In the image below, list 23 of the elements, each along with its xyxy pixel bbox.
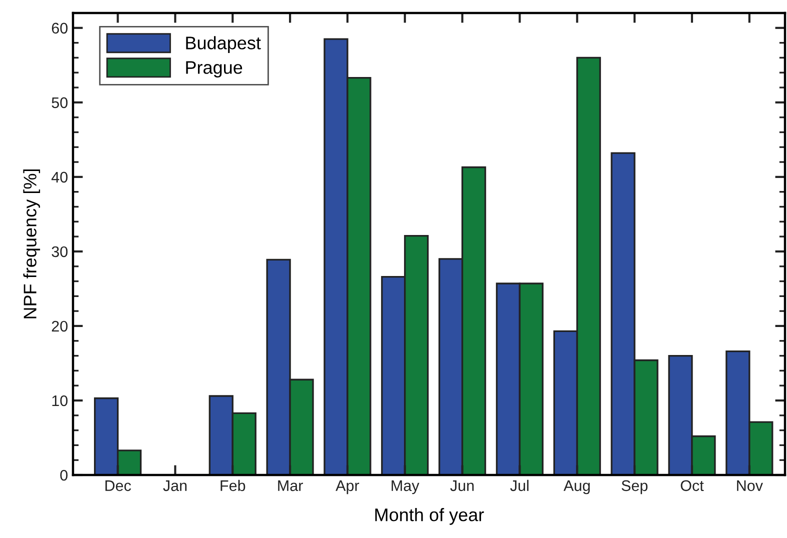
legend-label: Budapest (186, 36, 261, 53)
x-tick-label: Aug (564, 480, 590, 494)
y-tick-label: 60 (52, 22, 68, 34)
x-tick-label: May (392, 480, 420, 494)
y-tick-label: 50 (52, 97, 68, 108)
x-tick-label: Dec (105, 480, 131, 492)
x-tick-label: Jul (510, 480, 528, 492)
y-tick-label: 30 (52, 246, 68, 258)
x-tick-label: Sep (622, 480, 648, 494)
x-axis-title: Month of year (375, 508, 484, 525)
y-tick-label: 10 (52, 395, 68, 406)
x-tick-label: Jun (450, 480, 474, 492)
y-tick-label: 40 (52, 172, 68, 183)
x-tick-label: Nov (737, 480, 763, 492)
x-tick-label: Jan (163, 480, 187, 492)
y-axis-title: NPF frequency [%] (23, 170, 40, 318)
y-tick-label: 0 (60, 470, 68, 481)
x-tick-label: Feb (220, 480, 246, 492)
x-tick-label: Oct (680, 480, 704, 492)
legend-label: Prague (186, 61, 242, 78)
y-tick-label: 20 (52, 320, 68, 332)
x-tick-label: Apr (336, 480, 360, 494)
x-tick-label: Mar (278, 480, 303, 492)
